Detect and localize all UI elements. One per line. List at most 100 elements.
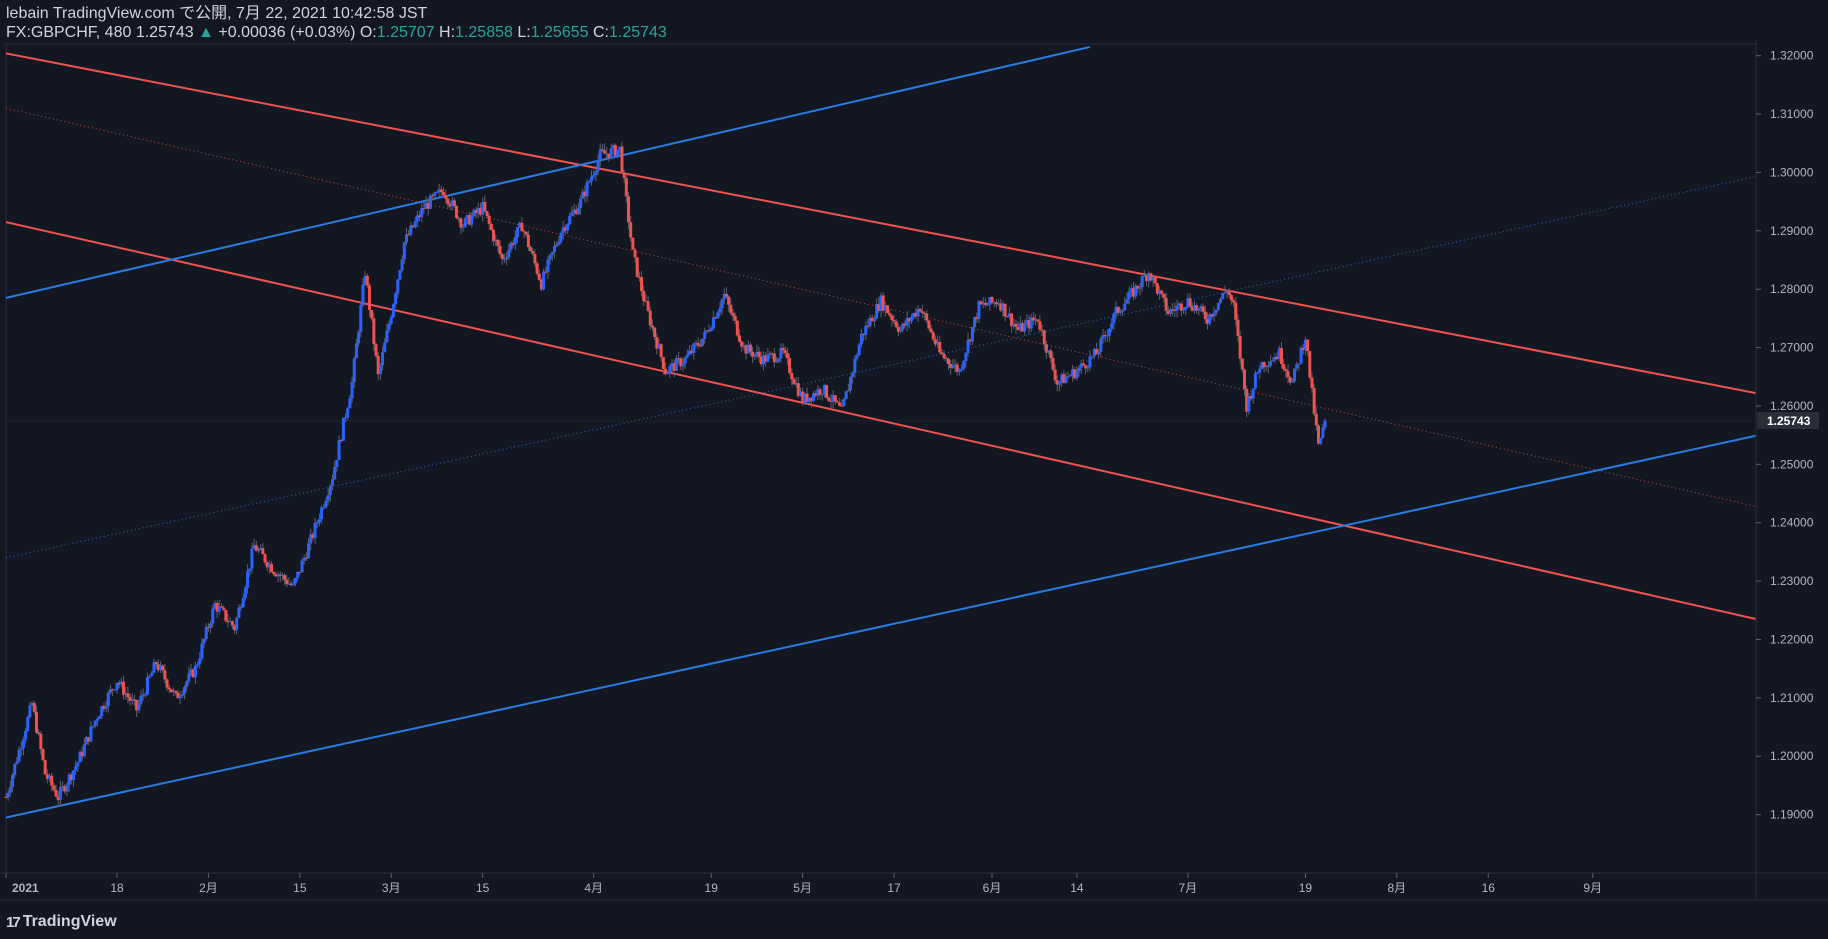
- candle-up[interactable]: [172, 687, 176, 697]
- candle-down[interactable]: [838, 397, 842, 407]
- candle-up[interactable]: [348, 394, 352, 409]
- candle-up[interactable]: [280, 572, 284, 581]
- candle-down[interactable]: [422, 201, 426, 214]
- candle-down[interactable]: [122, 675, 126, 700]
- candle-down[interactable]: [827, 396, 831, 403]
- candle-down[interactable]: [672, 359, 676, 378]
- candle-up[interactable]: [901, 322, 905, 333]
- candle-up[interactable]: [1273, 353, 1277, 364]
- candle-up[interactable]: [1258, 365, 1262, 380]
- candle-down[interactable]: [944, 356, 948, 363]
- candle-down[interactable]: [230, 620, 234, 630]
- candle-up[interactable]: [966, 332, 970, 357]
- candle-up[interactable]: [681, 357, 685, 372]
- candle-down[interactable]: [1136, 285, 1140, 294]
- candle-up[interactable]: [970, 326, 974, 346]
- candle-up[interactable]: [768, 350, 772, 359]
- candle-up[interactable]: [997, 300, 1001, 307]
- candle-up[interactable]: [309, 528, 313, 551]
- candle-down[interactable]: [1162, 293, 1166, 303]
- candle-up[interactable]: [106, 690, 110, 713]
- candle-down[interactable]: [1190, 302, 1194, 312]
- candle-up[interactable]: [761, 351, 765, 371]
- candle-up[interactable]: [145, 672, 149, 696]
- candle-down[interactable]: [727, 295, 731, 312]
- candle-down[interactable]: [1005, 315, 1009, 318]
- candle-up[interactable]: [857, 342, 861, 356]
- candle-down[interactable]: [1027, 315, 1031, 335]
- candle-down[interactable]: [563, 224, 567, 235]
- candle-up[interactable]: [1192, 300, 1196, 314]
- candle-down[interactable]: [135, 699, 139, 718]
- candle-up[interactable]: [1168, 307, 1172, 317]
- candle-up[interactable]: [141, 688, 145, 701]
- candle-up[interactable]: [239, 603, 243, 611]
- candle-up[interactable]: [775, 356, 779, 364]
- candle-down[interactable]: [45, 769, 49, 784]
- candle-up[interactable]: [868, 314, 872, 329]
- candle-up[interactable]: [1023, 319, 1027, 336]
- candle-up[interactable]: [381, 346, 385, 371]
- candle-up[interactable]: [328, 484, 332, 503]
- candle-up[interactable]: [98, 714, 102, 719]
- candle-up[interactable]: [1079, 359, 1083, 374]
- candle-down[interactable]: [448, 201, 452, 210]
- candle-down[interactable]: [289, 580, 293, 587]
- candle-down[interactable]: [479, 202, 483, 217]
- candle-down[interactable]: [931, 330, 935, 342]
- candle-up[interactable]: [396, 278, 400, 299]
- candle-up[interactable]: [720, 297, 724, 315]
- candle-up[interactable]: [1303, 336, 1307, 355]
- candle-up[interactable]: [202, 638, 206, 649]
- candle-down[interactable]: [524, 231, 528, 237]
- candle-up[interactable]: [344, 413, 348, 422]
- candle-up[interactable]: [1064, 372, 1068, 384]
- candle-down[interactable]: [772, 347, 776, 368]
- candle-up[interactable]: [363, 271, 367, 287]
- candle-up[interactable]: [1110, 318, 1114, 332]
- candle-up[interactable]: [82, 738, 86, 758]
- candle-down[interactable]: [261, 543, 265, 555]
- candle-up[interactable]: [1271, 357, 1275, 362]
- candle-down[interactable]: [648, 306, 652, 330]
- candle-down[interactable]: [607, 153, 611, 162]
- candle-up[interactable]: [546, 256, 550, 279]
- candle-up[interactable]: [1253, 370, 1257, 391]
- candle-up[interactable]: [542, 268, 546, 291]
- candle-up[interactable]: [385, 323, 389, 344]
- candle-down[interactable]: [946, 357, 950, 371]
- candle-up[interactable]: [1177, 302, 1181, 310]
- candle-up[interactable]: [100, 705, 104, 719]
- candle-up[interactable]: [977, 300, 981, 324]
- candle-down[interactable]: [783, 346, 787, 358]
- candle-down[interactable]: [233, 623, 237, 634]
- candle-up[interactable]: [235, 616, 239, 635]
- candle-up[interactable]: [550, 251, 554, 261]
- candle-down[interactable]: [457, 216, 461, 223]
- candle-down[interactable]: [1164, 292, 1168, 316]
- candle-up[interactable]: [1323, 418, 1327, 431]
- candle-up[interactable]: [694, 340, 698, 348]
- candle-up[interactable]: [1012, 318, 1016, 329]
- candle-down[interactable]: [468, 212, 472, 226]
- candle-down[interactable]: [892, 314, 896, 325]
- candle-down[interactable]: [1145, 273, 1149, 286]
- candle-up[interactable]: [668, 364, 672, 378]
- candle-up[interactable]: [26, 715, 30, 733]
- candle-down[interactable]: [877, 297, 881, 314]
- candle-down[interactable]: [764, 352, 768, 367]
- candle-up[interactable]: [30, 700, 34, 707]
- candle-up[interactable]: [1319, 437, 1323, 445]
- candle-down[interactable]: [1227, 287, 1231, 299]
- candle-up[interactable]: [8, 780, 12, 797]
- candle-up[interactable]: [389, 314, 393, 326]
- candle-down[interactable]: [270, 561, 274, 573]
- candle-down[interactable]: [1286, 364, 1290, 384]
- candle-up[interactable]: [48, 773, 52, 782]
- candle-down[interactable]: [526, 230, 530, 251]
- candle-up[interactable]: [609, 143, 613, 160]
- candle-up[interactable]: [507, 243, 511, 261]
- candle-up[interactable]: [76, 761, 80, 773]
- candle-up[interactable]: [1140, 273, 1144, 292]
- candle-down[interactable]: [431, 193, 435, 201]
